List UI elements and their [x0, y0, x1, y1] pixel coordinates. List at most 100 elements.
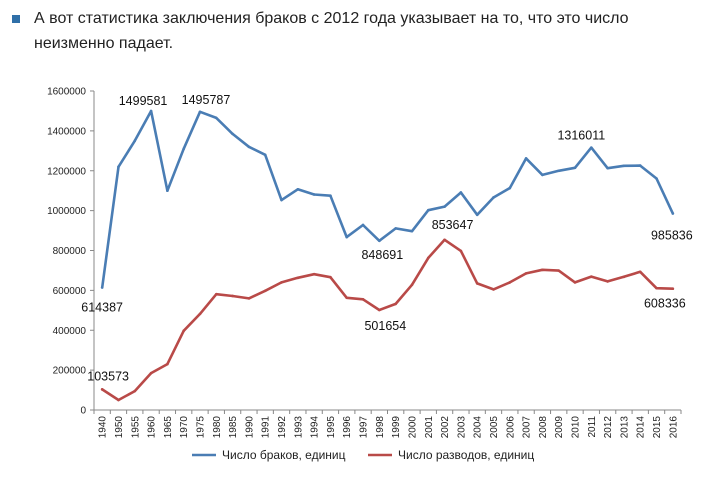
data-point [149, 371, 153, 375]
data-point [329, 194, 332, 197]
data-point [312, 272, 316, 276]
intro-text: А вот статистика заключения браков с 201… [34, 10, 629, 52]
x-tick-label: 1991 [261, 416, 272, 439]
data-point [443, 205, 446, 208]
x-tick-label: 1990 [244, 416, 255, 439]
x-tick-label: 1955 [130, 416, 141, 439]
chart-series-lines [100, 109, 675, 402]
data-point [426, 208, 430, 212]
data-point [622, 275, 626, 279]
data-point [492, 196, 495, 199]
data-point [100, 388, 104, 391]
data-point [573, 166, 577, 170]
data-label: 848691 [361, 248, 403, 262]
x-tick-label: 2002 [440, 416, 451, 439]
data-point [655, 286, 658, 290]
chart-data-labels: 614387 1499581 1495787 848691 1316011 985836 1… [81, 93, 692, 384]
data-point [247, 145, 251, 149]
data-point [475, 213, 479, 217]
data-point [394, 302, 397, 306]
x-tick-label: 1998 [375, 416, 386, 439]
bullet-square-icon [12, 15, 20, 23]
data-label: 1316011 [557, 129, 605, 143]
x-tick-label: 2006 [505, 416, 516, 439]
x-tick-label: 1980 [212, 416, 223, 439]
data-point [345, 235, 349, 239]
data-point [182, 147, 185, 151]
data-point [410, 283, 414, 287]
data-point [492, 288, 495, 291]
data-point [263, 289, 267, 293]
data-point [459, 191, 463, 194]
x-tick-label: 1965 [163, 416, 174, 439]
data-point [475, 282, 479, 285]
x-tick-label: 1993 [293, 416, 304, 439]
data-point [394, 227, 397, 230]
data-point [622, 164, 626, 168]
data-point [280, 281, 283, 284]
data-point [329, 275, 332, 279]
x-tick-label: 2003 [456, 416, 467, 439]
data-point [378, 308, 381, 312]
data-label: 1495787 [182, 93, 231, 107]
data-point [214, 292, 218, 296]
data-point [541, 173, 544, 177]
data-point [524, 272, 528, 275]
data-point [671, 287, 675, 291]
x-tick-label: 1940 [98, 416, 109, 439]
data-point [557, 169, 561, 173]
x-tick-label: 1995 [326, 416, 337, 439]
x-tick-label: 2010 [571, 416, 582, 439]
data-label: 501654 [364, 319, 406, 333]
data-point [606, 166, 609, 170]
x-tick-label: 1994 [310, 416, 321, 439]
x-tick-label: 2012 [603, 416, 614, 439]
x-tick-label: 1997 [359, 416, 370, 439]
x-tick-label: 2007 [522, 416, 533, 439]
series-line-divorces [100, 238, 675, 402]
y-tick-label: 1600000 [47, 87, 86, 98]
y-tick-label: 800000 [53, 246, 87, 257]
data-point [100, 286, 104, 289]
data-point [590, 275, 593, 278]
data-point [541, 268, 544, 272]
data-label: 614387 [81, 301, 123, 315]
data-point [231, 294, 234, 298]
data-point [508, 281, 512, 284]
x-tick-label: 1985 [228, 416, 239, 439]
x-tick-label: 2014 [636, 416, 647, 439]
data-point [573, 281, 577, 284]
data-point [638, 270, 642, 274]
x-tick-label: 1970 [179, 416, 190, 439]
data-point [361, 223, 365, 227]
data-point [263, 153, 267, 157]
x-tick-label: 1960 [147, 416, 158, 439]
data-point [426, 256, 430, 260]
data-point [459, 249, 463, 253]
x-tick-label: 1950 [114, 416, 125, 439]
x-tick-label: 1992 [277, 416, 288, 439]
data-point [247, 297, 251, 300]
data-point [117, 165, 120, 169]
y-tick-label: 1400000 [47, 126, 86, 137]
data-point [638, 164, 642, 167]
x-tick-label: 2008 [538, 416, 549, 439]
data-point [182, 329, 185, 333]
data-point [590, 146, 593, 149]
data-label: 103573 [87, 369, 129, 383]
y-tick-label: 200000 [53, 366, 87, 377]
x-tick-label: 2000 [407, 416, 418, 439]
data-point [606, 280, 609, 283]
x-tick-label: 2013 [619, 416, 630, 439]
data-label: 853647 [432, 218, 474, 232]
data-point [133, 389, 137, 393]
intro-paragraph: А вот статистика заключения браков с 201… [12, 6, 692, 56]
x-tick-label: 2004 [473, 416, 484, 439]
legend-label-divorces: Число разводов, единиц [398, 448, 534, 462]
data-point [198, 312, 202, 316]
data-label: 608336 [644, 297, 686, 311]
data-point [312, 193, 316, 196]
data-point [655, 177, 658, 180]
x-tick-label: 2001 [424, 416, 435, 439]
data-point [198, 110, 202, 114]
